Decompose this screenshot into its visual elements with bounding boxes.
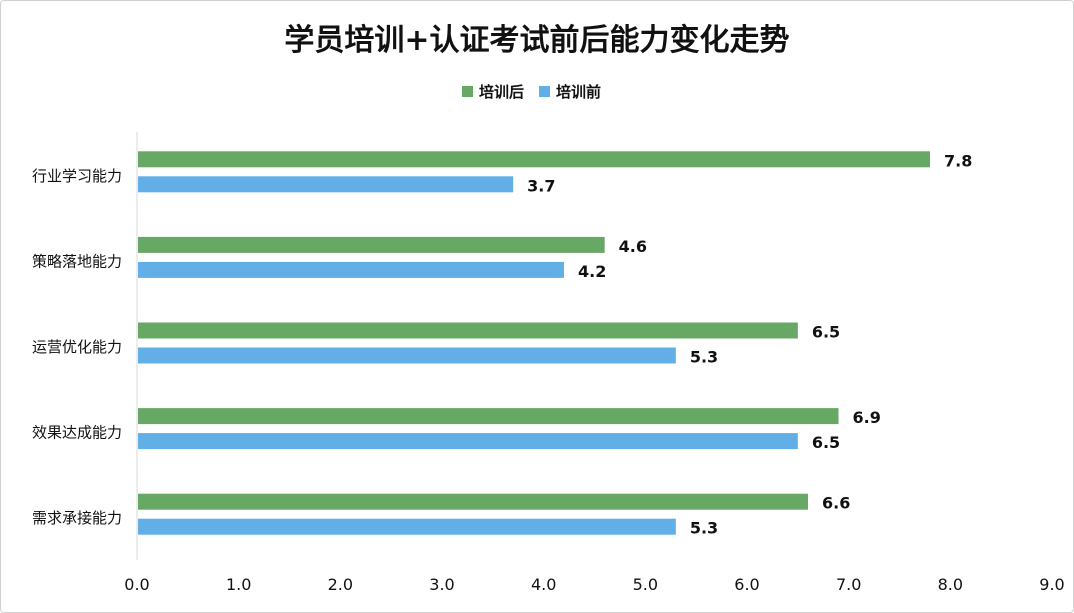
- data-label: 3.7: [527, 176, 555, 195]
- x-tick-label: 7.0: [836, 575, 861, 594]
- bar-1: [138, 176, 514, 193]
- legend-label-1: 培训前: [556, 83, 601, 101]
- bar-0: [138, 322, 798, 339]
- bar-1: [138, 518, 676, 535]
- legend: 培训后 培训前: [462, 83, 601, 101]
- x-tick-label: 1.0: [226, 575, 251, 594]
- category-label: 运营优化能力: [32, 338, 122, 356]
- x-tick-label: 4.0: [531, 575, 556, 594]
- data-label: 6.9: [853, 408, 881, 427]
- x-tick-label: 3.0: [429, 575, 454, 594]
- bar-1: [138, 261, 564, 278]
- x-tick-label: 5.0: [633, 575, 658, 594]
- data-label: 6.5: [812, 323, 840, 342]
- data-label: 5.3: [690, 348, 718, 367]
- category-label: 需求承接能力: [32, 509, 122, 527]
- x-tick-label: 9.0: [1039, 575, 1064, 594]
- data-label: 5.3: [690, 519, 718, 538]
- data-label: 7.8: [944, 151, 972, 170]
- data-label: 6.5: [812, 433, 840, 452]
- plot-area: 0.0 1.0 2.0 3.0 4.0 5.0 6.0 7.0 8.0 9.0 行业学习能力 7.8 3…: [32, 132, 1065, 594]
- data-label: 4.2: [578, 262, 606, 281]
- bar-0: [138, 236, 605, 253]
- legend-label-0: 培训后: [479, 83, 524, 101]
- x-tick-label: 8.0: [938, 575, 963, 594]
- data-label: 6.6: [822, 494, 850, 513]
- chart-title: 学员培训+认证考试前后能力变化走势: [284, 23, 789, 58]
- legend-swatch-0: [462, 86, 473, 97]
- category-label: 行业学习能力: [32, 167, 122, 185]
- x-tick-label: 2.0: [328, 575, 353, 594]
- data-label: 4.6: [619, 237, 647, 256]
- bar-1: [138, 347, 676, 364]
- x-tick-label: 6.0: [734, 575, 759, 594]
- category-label: 效果达成能力: [32, 424, 122, 442]
- legend-swatch-1: [539, 86, 550, 97]
- category-label: 策略落地能力: [32, 252, 122, 270]
- bar-0: [138, 493, 808, 510]
- bar-0: [138, 151, 930, 168]
- bar-0: [138, 408, 839, 425]
- bar-1: [138, 433, 798, 450]
- x-tick-label: 0.0: [124, 575, 149, 594]
